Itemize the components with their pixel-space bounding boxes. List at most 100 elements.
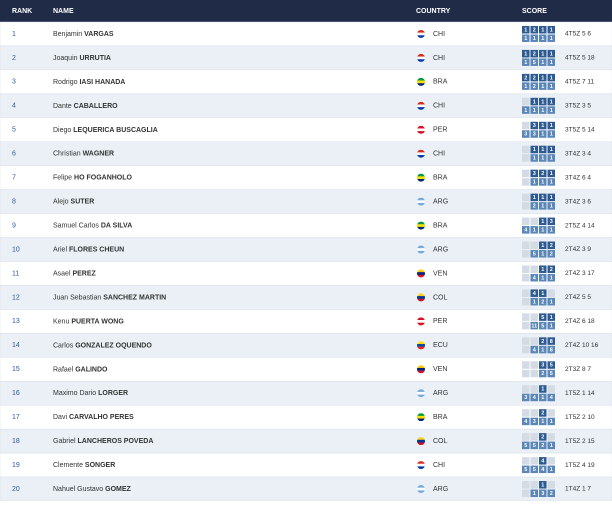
attempt-cell — [530, 25, 538, 34]
attempt-cell — [530, 241, 538, 250]
attempt-cell — [530, 97, 538, 106]
attempt-cell — [522, 297, 530, 306]
attempt-count: 1 — [533, 108, 536, 114]
attempt-count: 2 — [541, 443, 544, 449]
rank: 12 — [12, 294, 20, 301]
attempt-cell — [539, 121, 547, 130]
athlete-name: Rafael GALINDO — [53, 366, 108, 373]
flag-stripe — [417, 461, 425, 464]
score: 4T5Z 5 6 — [565, 31, 591, 38]
rank: 5 — [12, 127, 16, 134]
header-bar — [0, 0, 612, 22]
country-code: ARG — [433, 390, 448, 397]
attempt-count: 1 — [541, 84, 544, 90]
rank: 19 — [12, 462, 20, 469]
attempt-cell — [522, 433, 530, 441]
attempt-cell — [547, 273, 555, 282]
attempt-cell — [522, 25, 530, 34]
attempt-count: 2 — [541, 435, 544, 441]
attempt-count: 1 — [541, 156, 544, 162]
flag-stripe — [417, 269, 425, 273]
attempt-cell — [539, 82, 547, 90]
country-code: CHI — [433, 103, 445, 110]
attempt-cell — [522, 178, 530, 186]
attempt-count: 1 — [550, 123, 553, 129]
last-name: GONZALEZ OQUENDO — [75, 342, 152, 349]
attempt-count: 5 — [533, 251, 536, 257]
attempt-cell — [522, 121, 530, 130]
attempt-cell — [547, 202, 555, 210]
attempt-cell — [539, 289, 547, 297]
attempt-count: 1 — [550, 323, 553, 329]
attempt-count: 1 — [550, 299, 553, 305]
attempt-count: 1 — [533, 228, 536, 234]
first-name: Diego — [53, 127, 71, 134]
attempt-cell — [547, 58, 555, 66]
attempt-cell — [522, 465, 530, 474]
flag-stripe — [417, 152, 425, 156]
attempt-cell — [530, 345, 538, 354]
attempt-cell — [547, 465, 555, 474]
first-name: Clemente — [53, 462, 83, 469]
athlete-name: Felipe HO FOGANHOLO — [53, 175, 133, 182]
attempt-cell — [539, 361, 547, 369]
attempt-cell — [539, 337, 547, 345]
country-code: COL — [433, 438, 448, 445]
attempt-cell — [539, 265, 547, 273]
result-row: 15 Rafael GALINDO VEN 3 52 5 2T3Z 8 7 — [0, 357, 612, 382]
flag-stripe — [417, 394, 425, 398]
attempt-count: 1 — [541, 75, 544, 81]
attempt-count: 1 — [550, 171, 553, 177]
country-code: CHI — [433, 462, 445, 469]
attempt-cell — [530, 313, 538, 321]
first-name: Benjamin — [53, 31, 82, 38]
flag-stripe — [417, 466, 425, 470]
attempt-cell — [539, 169, 547, 178]
attempt-cell — [547, 169, 555, 178]
attempt-count: 3 — [533, 419, 536, 425]
attempt-count: 8 — [550, 339, 553, 345]
rank: 17 — [12, 414, 20, 421]
country-code: CHI — [433, 31, 445, 38]
attempt-cell — [547, 97, 555, 106]
attempt-cell — [539, 241, 547, 250]
header-country: COUNTRY — [416, 8, 451, 15]
attempt-cell — [547, 106, 555, 114]
rank: 2 — [12, 55, 16, 62]
attempt-count: 1 — [541, 482, 544, 488]
attempt-cell — [522, 321, 530, 330]
attempt-count: 1 — [550, 419, 553, 425]
attempt-cell — [522, 97, 530, 106]
first-name: Rodrigo — [53, 79, 78, 86]
attempt-cell — [539, 106, 547, 114]
first-name: Alejo — [53, 198, 69, 205]
attempt-cell — [547, 481, 555, 489]
country-code: CHI — [433, 55, 445, 62]
attempt-count: 1 — [541, 180, 544, 186]
attempt-count: 1 — [524, 36, 527, 42]
flag-stripe — [417, 487, 425, 491]
score: 3T4Z 6 4 — [565, 174, 591, 181]
attempt-cell — [547, 433, 555, 441]
attempt-cell — [539, 297, 547, 306]
flag-stripe — [417, 200, 425, 204]
attempt-cell — [547, 297, 555, 306]
attempt-cell — [522, 106, 530, 114]
attempt-cell — [539, 409, 547, 417]
country-code: ARG — [433, 198, 448, 205]
flag-stripe — [417, 389, 425, 393]
flag-stripe — [417, 101, 425, 105]
attempt-cell — [522, 169, 530, 178]
attempt-cell — [530, 393, 538, 402]
attempt-cell — [547, 457, 555, 465]
attempt-cell — [530, 73, 538, 82]
attempt-count: 1 — [541, 291, 544, 297]
attempt-cell — [539, 58, 547, 66]
country-code: BRA — [433, 175, 448, 182]
rank: 7 — [12, 175, 16, 182]
attempt-count: 11 — [531, 323, 537, 329]
